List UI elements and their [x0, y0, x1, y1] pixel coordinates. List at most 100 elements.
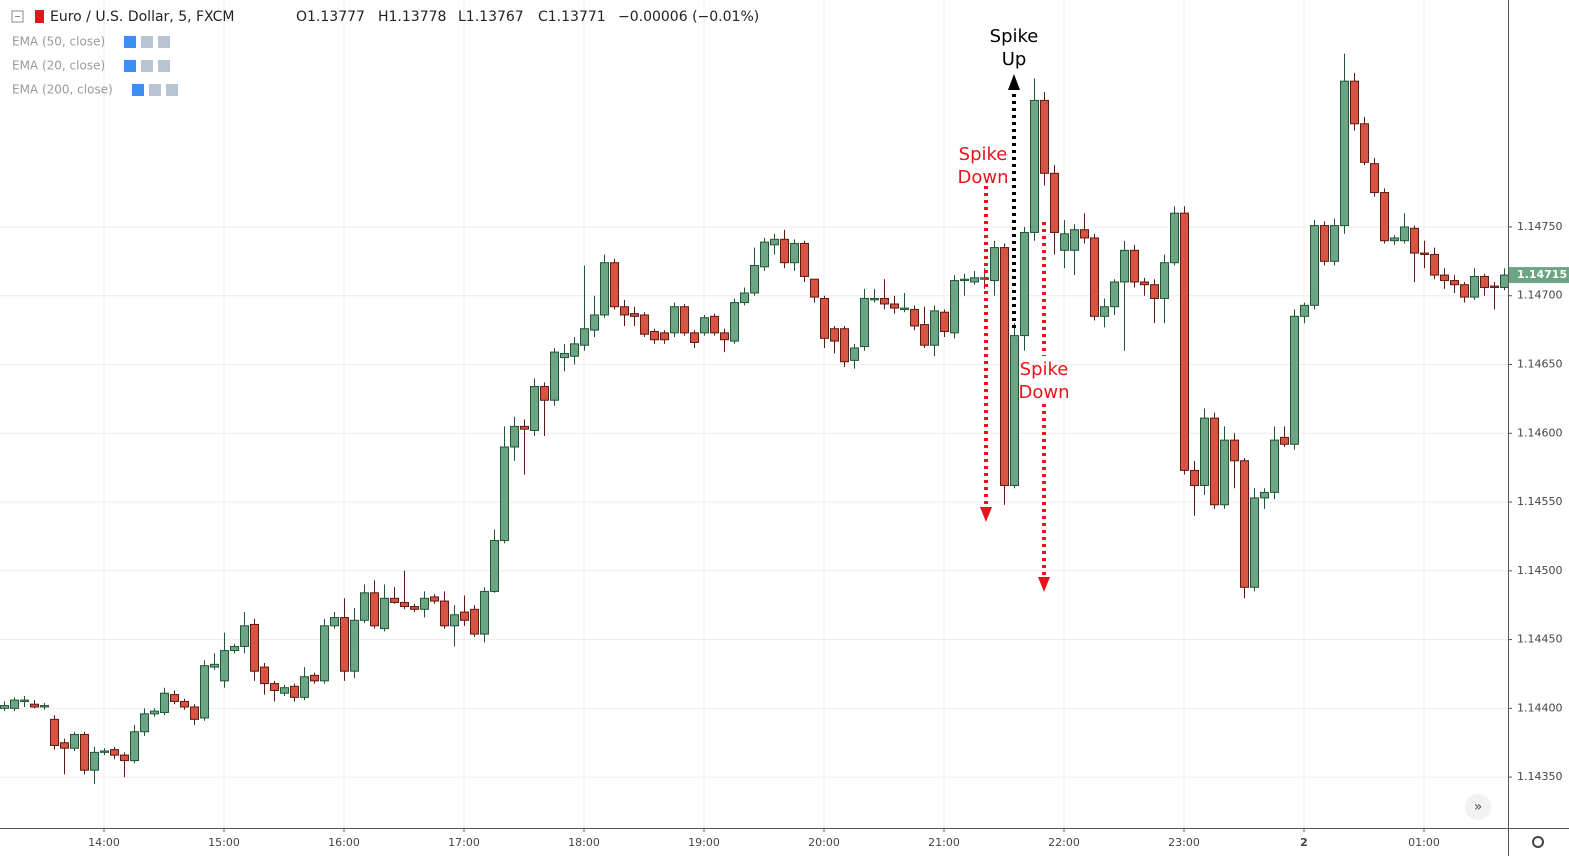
candle-body: [600, 262, 609, 316]
candle-body: [80, 733, 89, 771]
candle-body: [870, 297, 879, 301]
candle-body: [910, 308, 919, 327]
indicator[interactable]: EMA (200, close): [12, 83, 113, 97]
candle-body: [1140, 281, 1149, 286]
candle-body: [1440, 274, 1449, 282]
candle-body: [110, 749, 119, 756]
settings-button[interactable]: [141, 36, 153, 48]
candle-body: [1470, 275, 1479, 298]
candle-body: [1460, 284, 1469, 298]
candle-body: [90, 751, 99, 771]
candle-body: [100, 750, 109, 753]
candle-body: [460, 611, 469, 621]
settings-button[interactable]: [149, 84, 161, 96]
candle-body: [1220, 439, 1229, 506]
candle-body: [1430, 253, 1439, 276]
settings-button[interactable]: [141, 60, 153, 72]
remove-button[interactable]: [158, 36, 170, 48]
scroll-button[interactable]: [1465, 794, 1491, 820]
candle-body: [1180, 212, 1189, 471]
candle-body: [310, 674, 319, 682]
last-price-label: 1.14715: [1517, 268, 1567, 281]
candle-body: [0, 705, 9, 709]
candle-body: [1200, 417, 1209, 487]
y-tick-label: 1.14450: [1517, 633, 1563, 646]
symbol[interactable]: Euro / U.S. Dollar, 5, FXCM: [50, 9, 234, 25]
candle-body: [420, 597, 429, 610]
candle-body: [1170, 212, 1179, 264]
candle-body: [230, 645, 239, 652]
candle-body: [530, 385, 539, 432]
candle-body: [320, 625, 329, 682]
candle-body: [250, 623, 259, 672]
last-price-box: [1509, 267, 1569, 284]
y-tick-label: 1.14350: [1517, 770, 1563, 783]
candle-body: [290, 685, 299, 698]
candle-body: [720, 332, 729, 341]
candle-body: [1030, 99, 1039, 233]
candle-body: [520, 425, 529, 430]
settings-icon[interactable]: [1532, 836, 1544, 848]
candle-body: [880, 297, 889, 305]
y-tick-label: 1.14750: [1517, 220, 1563, 233]
candle-body: [930, 310, 939, 346]
candle-body: [640, 314, 649, 335]
candle-body: [710, 315, 719, 334]
indicator[interactable]: EMA (50, close): [12, 35, 105, 49]
candle-body: [200, 665, 209, 719]
remove-button[interactable]: [158, 60, 170, 72]
candle-body: [70, 733, 79, 749]
candle-body: [220, 650, 229, 682]
candle-body: [1150, 284, 1159, 299]
candle-body: [1360, 123, 1369, 163]
candle-body: [330, 617, 339, 627]
candle-body: [160, 692, 169, 713]
candle-body: [490, 540, 499, 592]
candle-body: [950, 280, 959, 334]
indicator-buttons: [124, 36, 178, 96]
candle-body: [1230, 439, 1239, 462]
grid: [0, 0, 1508, 828]
candle-body: [410, 606, 419, 610]
hide-button[interactable]: [132, 84, 144, 96]
candle-body: [540, 385, 549, 401]
candle-body: [1410, 227, 1419, 254]
candle-body: [1320, 225, 1329, 262]
x-tick-label: 22:00: [1048, 836, 1080, 849]
x-tick-label: 20:00: [808, 836, 840, 849]
candle-body: [1380, 192, 1389, 242]
candle-body: [400, 601, 409, 608]
indicator[interactable]: EMA (20, close): [12, 59, 105, 73]
remove-button[interactable]: [166, 84, 178, 96]
candle-body: [1160, 262, 1169, 299]
candle-body: [900, 307, 909, 310]
annotations: Spike Up Spike Down Spike Down: [957, 26, 1069, 403]
hide-button[interactable]: [124, 60, 136, 72]
hide-button[interactable]: [124, 36, 136, 48]
axes: 1.14350 1.14400 1.14450 1.14500 1.14550 1.146…: [88, 220, 1569, 849]
x-tick-label: 15:00: [208, 836, 240, 849]
candle-body: [1500, 274, 1509, 288]
candle-body: [1100, 306, 1109, 317]
candle-body: [920, 324, 929, 346]
candle-body: [300, 676, 309, 698]
candle-body: [1280, 436, 1289, 445]
candle-body: [970, 277, 979, 283]
candle-body: [1240, 460, 1249, 588]
collapse-button[interactable]: [11, 10, 24, 23]
candle-body: [1480, 275, 1489, 288]
y-tick-label: 1.14550: [1517, 495, 1563, 508]
candle-body: [820, 297, 829, 339]
candle-body: [50, 718, 59, 746]
candle-body: [780, 238, 789, 264]
candle-body: [1020, 231, 1029, 337]
header: Euro / U.S. Dollar, 5, FXCM O1.13777 H1.…: [11, 9, 759, 97]
candle-body: [1330, 225, 1339, 262]
candle-body: [810, 278, 819, 298]
candle-body: [770, 238, 779, 246]
candle-body: [840, 328, 849, 363]
candle-body: [1050, 172, 1059, 233]
candle-body: [20, 699, 29, 702]
candle-body: [370, 592, 379, 627]
candle-body: [1340, 80, 1349, 227]
